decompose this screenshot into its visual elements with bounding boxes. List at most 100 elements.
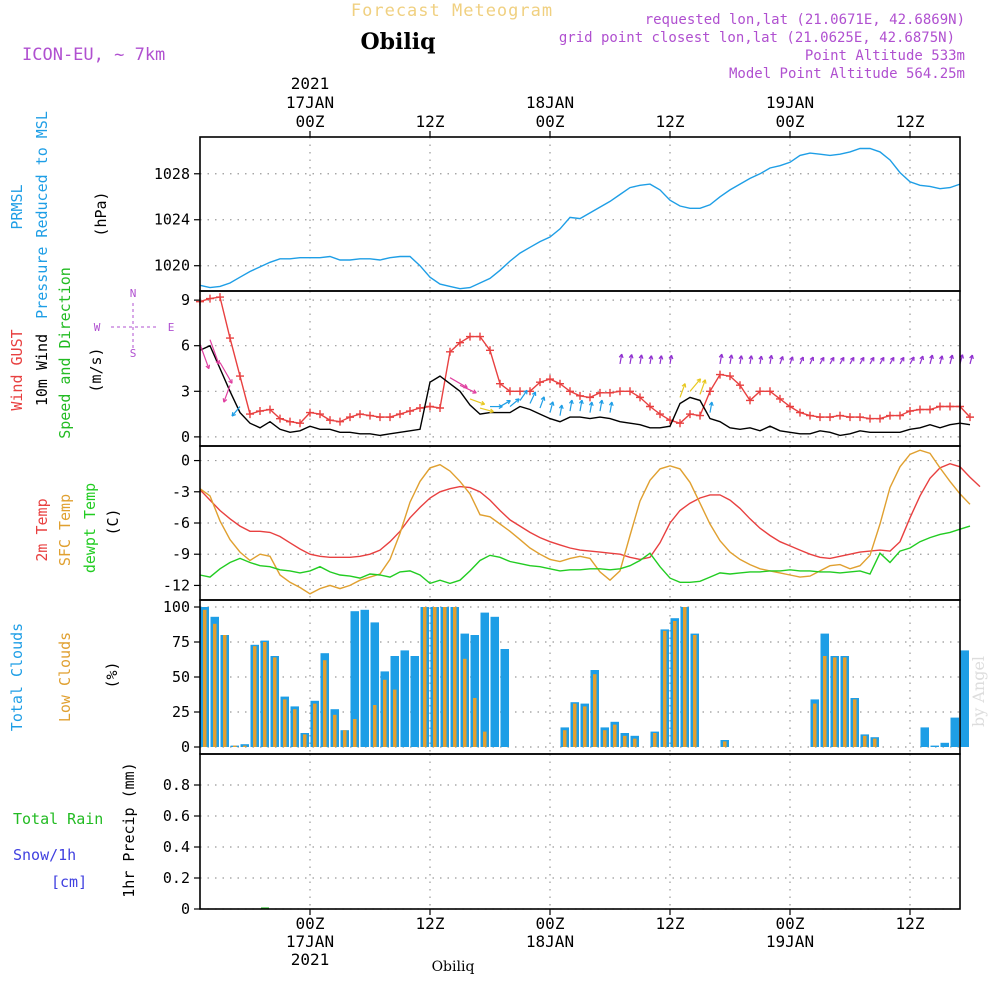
total_clouds-bar [960, 650, 969, 747]
precip-label: 1hr Precip (mm) [120, 762, 138, 897]
tempsfc-label: SFC Temp [56, 494, 74, 566]
gust-marker [206, 294, 214, 303]
gust-marker [536, 378, 544, 387]
clouds-unit: (%) [103, 661, 121, 688]
gust-marker [246, 410, 254, 419]
wind-arrow-head [578, 399, 584, 405]
wind-arrow-head [870, 356, 875, 362]
compass-s: S [130, 347, 137, 360]
gust-marker [686, 410, 694, 419]
low_clouds-bar [603, 730, 607, 747]
snow-legend: Snow/1h [13, 846, 76, 864]
wind-arrow-head [718, 353, 724, 359]
y-tick-label: 25 [172, 703, 190, 721]
gust-marker [576, 391, 584, 400]
gust-marker [766, 387, 774, 396]
wind-arrow-head [890, 356, 895, 362]
wind-arrow-head [531, 391, 537, 396]
gust-marker [816, 413, 824, 422]
wind-arrow-head [789, 356, 794, 361]
bottom-time-label: 17JAN [286, 932, 334, 951]
wind-arrow [659, 355, 663, 365]
station-title: Obiliq [360, 29, 435, 55]
wind-arrow [839, 357, 845, 365]
wind-arrow-head [696, 378, 702, 383]
wind-arrow-head [758, 355, 764, 361]
compass-w: W [94, 321, 101, 334]
wind-arrow-head [860, 356, 865, 362]
gust-line [199, 296, 971, 424]
wind-arrow-head [540, 396, 546, 401]
gust-marker [906, 407, 914, 416]
pressure-unit: (hPa) [92, 191, 110, 236]
wind-arrow [779, 356, 784, 365]
y-tick-label: 0.4 [163, 838, 190, 856]
wind-arrow [679, 383, 686, 398]
wind-unit: (m/s) [87, 347, 105, 392]
low_clouds-bar [613, 724, 617, 747]
gust-marker [806, 411, 814, 420]
top-time-label: 19JAN [766, 93, 814, 112]
wind-arrow [869, 357, 875, 365]
gust-marker [456, 338, 464, 347]
low_clouds-bar [453, 607, 457, 747]
y-tick-label: 1028 [154, 165, 190, 183]
low_clouds-bar [263, 642, 267, 747]
top-time-label: 18JAN [526, 93, 574, 112]
gust-marker [346, 413, 354, 422]
gust-marker [616, 387, 624, 396]
wind-arrow-head [598, 399, 604, 405]
wind-arrow [629, 354, 633, 365]
wind-arrow [559, 404, 563, 416]
y-tick-label: 3 [181, 382, 190, 400]
top-time-label: 12Z [656, 112, 685, 131]
temp2m-label: 2m Temp [33, 498, 51, 561]
gust-marker [756, 387, 764, 396]
wind-arrow [759, 355, 762, 365]
wind-arrow [889, 357, 895, 365]
low_clouds-bar [683, 607, 687, 747]
wind-arrow-head [738, 355, 744, 360]
wind-arrow [909, 356, 915, 365]
wind-arrow-head [701, 379, 707, 384]
gust-marker [706, 387, 714, 396]
wind-arrow [499, 400, 511, 408]
wind-arrow [699, 379, 706, 395]
low_clouds-bar [463, 658, 467, 747]
snow-unit: [cm] [51, 873, 87, 891]
wind-arrow-head [638, 354, 644, 359]
wind-arrow [899, 357, 905, 365]
y-tick-label: -3 [172, 483, 190, 501]
wind-arrow [939, 355, 943, 365]
wind-arrow [519, 389, 528, 401]
wind-arrow-head [588, 401, 594, 406]
gust-marker [636, 393, 644, 402]
gust-marker [786, 402, 794, 411]
wind-arrow-head [648, 355, 654, 360]
low_clouds-bar [323, 660, 327, 747]
wind-arrow-head [628, 354, 634, 359]
wind-arrow [669, 355, 673, 365]
total_clouds-bar [920, 727, 929, 747]
wind-arrow-head [938, 355, 944, 360]
wind-arrow [859, 357, 865, 365]
wind-arrow-head [472, 389, 477, 394]
wind-arrow [919, 355, 924, 365]
gust-marker [846, 413, 854, 422]
y-tick-label: 100 [163, 598, 190, 616]
bottom-time-label: 12Z [656, 914, 685, 933]
wind-arrow [609, 401, 613, 413]
wind-arrow [599, 399, 603, 412]
low_clouds-bar [313, 703, 317, 747]
y-tick-label: 75 [172, 633, 190, 651]
gust-marker [356, 410, 364, 419]
wind-arrow [829, 357, 835, 365]
rain-legend: Total Rain [13, 810, 103, 828]
gust-marker [746, 396, 754, 405]
gust-marker [386, 413, 394, 422]
wind-arrow [769, 355, 773, 365]
gust-marker [736, 381, 744, 390]
bottom-time-label: 2021 [291, 950, 330, 969]
gust-marker [656, 410, 664, 419]
wind-arrow [231, 406, 241, 417]
